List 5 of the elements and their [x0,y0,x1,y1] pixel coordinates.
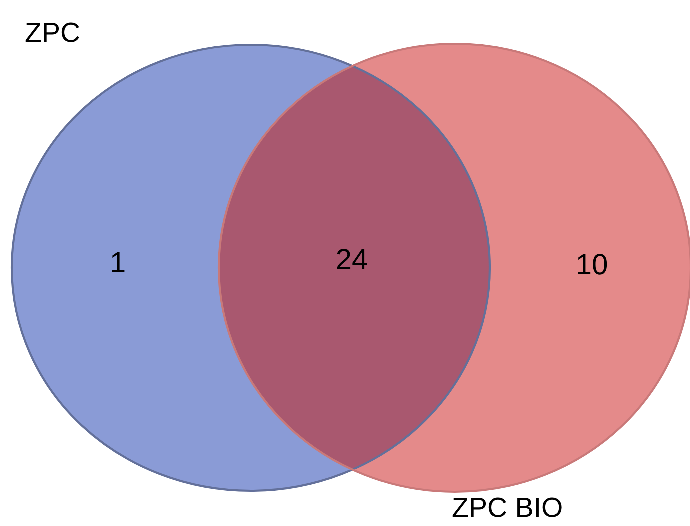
text: ZPC BIO [452,498,562,518]
data-label: 24 [337,249,368,270]
data-label: 1 [112,252,125,273]
data-label: 10 [578,254,608,275]
text: ZPC [26,22,80,42]
